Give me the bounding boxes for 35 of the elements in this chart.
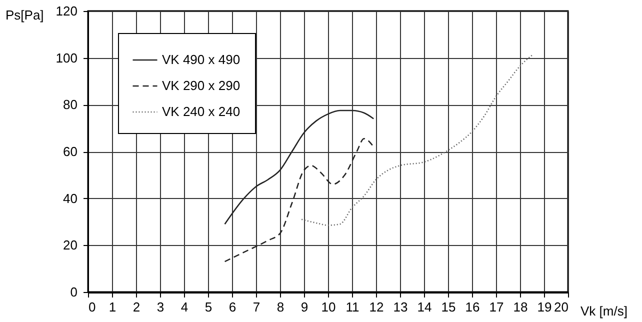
y-tick-label: 40 bbox=[63, 190, 78, 206]
x-tick-label: 2 bbox=[132, 300, 140, 314]
legend-label: VK 290 x 290 bbox=[162, 78, 240, 93]
x-tick-label: 5 bbox=[204, 300, 212, 314]
x-tick-label: 13 bbox=[393, 300, 408, 314]
x-tick-label: 8 bbox=[276, 300, 284, 314]
legend-label: VK 240 x 240 bbox=[162, 104, 240, 119]
x-tick-label: 0 bbox=[88, 300, 96, 314]
x-tick-label: 12 bbox=[369, 300, 384, 314]
x-tick-label: 6 bbox=[228, 300, 236, 314]
y-tick-label: 120 bbox=[56, 4, 78, 18]
x-tick-label: 15 bbox=[441, 300, 456, 314]
line-series bbox=[300, 54, 534, 226]
x-tick-label: 18 bbox=[513, 300, 528, 314]
y-tick-label: 20 bbox=[63, 238, 78, 253]
y-tick-label: 60 bbox=[63, 144, 78, 159]
y-tick-label: 100 bbox=[56, 50, 78, 66]
x-tick-label: 9 bbox=[300, 300, 308, 314]
x-tick-label: 14 bbox=[417, 300, 432, 314]
x-tick-label: 16 bbox=[465, 300, 480, 314]
y-tick-label: 0 bbox=[70, 284, 78, 300]
x-tick-label: 17 bbox=[489, 300, 504, 314]
x-tick-label: 19 bbox=[537, 300, 552, 314]
x-axis-title: Vk [m/s] bbox=[580, 304, 628, 318]
x-tick-label: 20 bbox=[554, 300, 568, 314]
y-tick-label: 80 bbox=[63, 97, 78, 112]
line-series bbox=[224, 138, 374, 262]
x-tick-label: 3 bbox=[156, 300, 164, 314]
x-tick-label: 7 bbox=[252, 300, 260, 314]
y-axis-title: Ps[Pa] bbox=[6, 8, 44, 22]
legend-label: VK 490 x 490 bbox=[162, 52, 240, 67]
x-tick-label: 4 bbox=[180, 300, 188, 314]
x-tick-label: 11 bbox=[346, 300, 360, 314]
x-tick-label: 1 bbox=[108, 300, 116, 314]
x-tick-label: 10 bbox=[321, 300, 336, 314]
